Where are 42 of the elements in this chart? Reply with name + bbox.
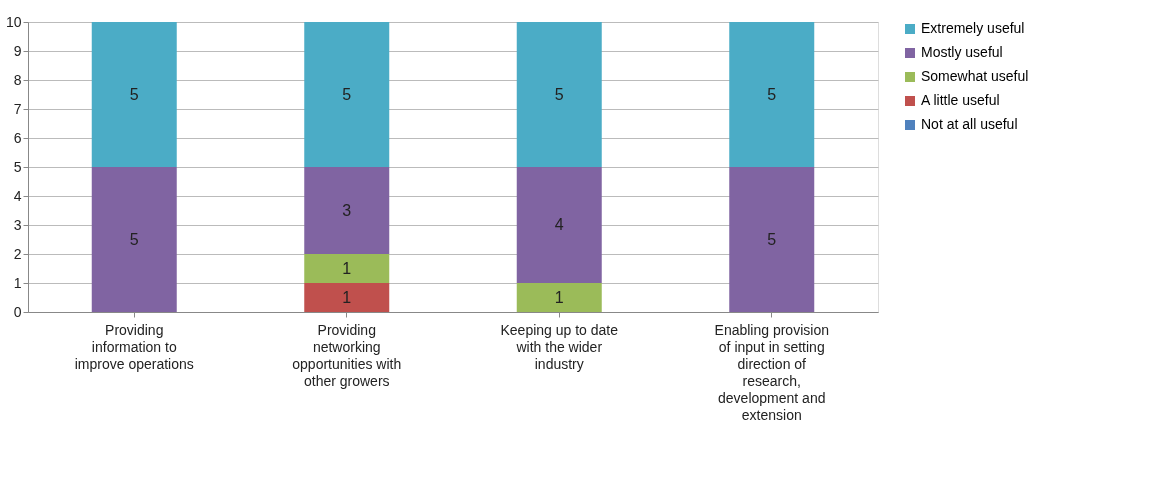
- legend-label: Mostly useful: [921, 44, 1003, 60]
- y-tick-label: 5: [13, 158, 22, 175]
- bar: [516, 22, 602, 167]
- data-label: 1: [342, 288, 352, 306]
- y-tick-label: 10: [5, 13, 22, 30]
- data-label: 3: [342, 201, 352, 219]
- legend-label: Extremely useful: [921, 20, 1025, 36]
- y-tick-label: 9: [13, 42, 22, 59]
- legend-label: A little useful: [921, 92, 1000, 108]
- y-tick-label: 1: [13, 274, 22, 291]
- y-tick-label: 4: [13, 187, 22, 204]
- x-tick-label: Providing networking opportunities with other growers: [292, 321, 402, 389]
- data-label: 5: [767, 230, 777, 248]
- y-tick-label: 3: [13, 216, 22, 233]
- bar: [516, 283, 602, 312]
- bar: [729, 22, 815, 167]
- data-label: 5: [129, 85, 139, 103]
- y-tick-label: 0: [13, 303, 22, 320]
- bar: [91, 22, 177, 167]
- data-label: 1: [554, 288, 564, 306]
- bar: [304, 283, 390, 312]
- legend-label: Somewhat useful: [921, 68, 1029, 84]
- x-tick-label: Providing information to improve operations: [74, 321, 194, 372]
- y-tick-label: 7: [13, 100, 22, 117]
- data-label: 5: [342, 85, 352, 103]
- bar: [304, 22, 390, 167]
- y-tick-label: 2: [13, 245, 22, 262]
- data-label: 1: [342, 259, 352, 277]
- data-label: 5: [129, 230, 139, 248]
- data-label: 4: [554, 216, 564, 233]
- bar: [304, 254, 390, 283]
- y-tick-label: 8: [13, 71, 22, 88]
- bar: [304, 167, 390, 254]
- bar: [91, 167, 177, 312]
- legend-label: Not at all useful: [921, 116, 1018, 132]
- x-tick-label: Keeping up to date with the wider industry: [500, 321, 619, 372]
- y-tick-label: 6: [13, 129, 22, 146]
- bar: [516, 167, 602, 283]
- bar: [729, 167, 815, 312]
- data-label: 5: [767, 85, 777, 103]
- x-tick-label: Enabling provision of input in setting direction of research, development and extension: [714, 321, 829, 423]
- data-label: 5: [554, 85, 564, 103]
